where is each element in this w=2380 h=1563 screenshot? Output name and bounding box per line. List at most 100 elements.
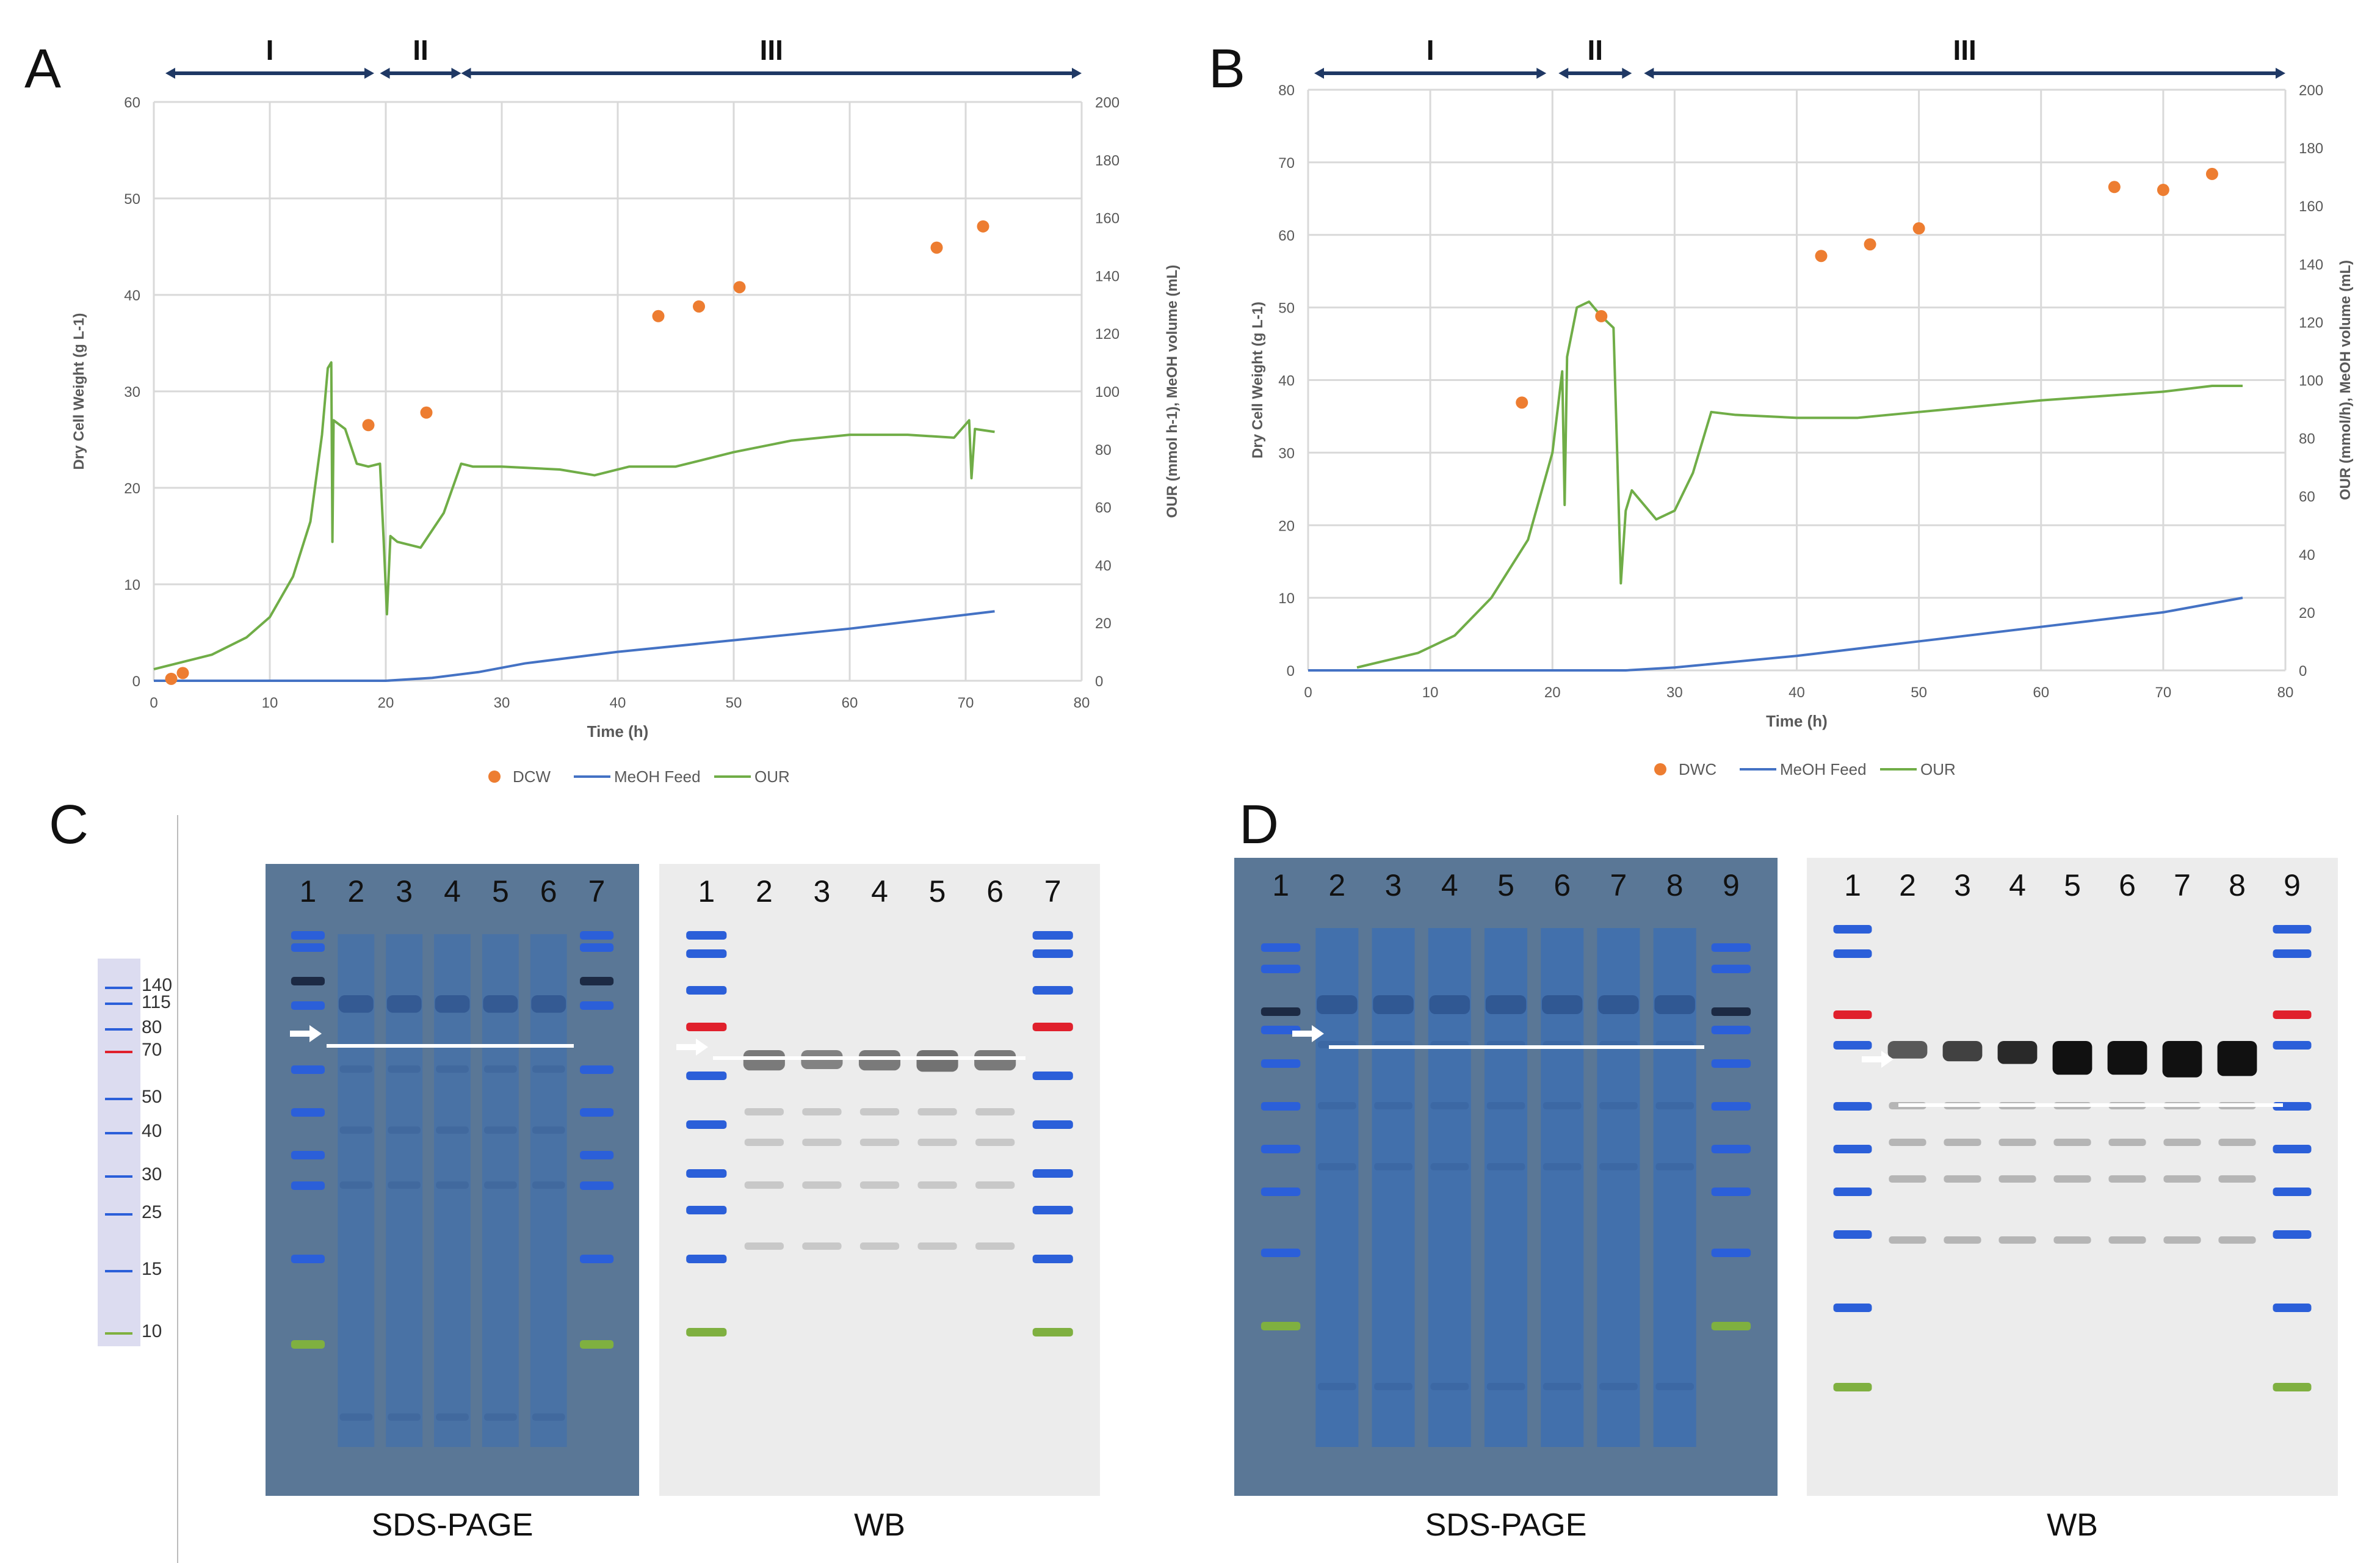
lane-number: 3	[1385, 868, 1402, 902]
background-band	[1655, 1383, 1695, 1390]
ladder-band	[291, 1181, 325, 1190]
x-tick-label: 40	[1789, 684, 1805, 701]
ladder-band	[1833, 1304, 1872, 1312]
background-band	[744, 1181, 784, 1189]
background-band	[1543, 1163, 1582, 1170]
background-band	[859, 1108, 900, 1115]
lane-smear	[1653, 928, 1696, 1447]
ladder-band	[686, 1072, 727, 1080]
lane-smear	[1597, 928, 1640, 1447]
target-band	[1485, 995, 1527, 1014]
ladder-band	[686, 1206, 727, 1214]
background-band	[1430, 1102, 1469, 1109]
y-left-tick-label: 50	[124, 191, 140, 208]
ladder-band	[1261, 1059, 1301, 1068]
x-tick-label: 0	[1304, 684, 1312, 701]
gel-c-sds-title: SDS-PAGE	[371, 1507, 534, 1543]
background-band	[532, 1126, 565, 1134]
y-left-tick-label: 20	[124, 481, 140, 497]
target-band	[974, 1050, 1016, 1071]
dcw-point	[176, 667, 189, 680]
mw-ladder-bands	[105, 987, 132, 1335]
series-our	[153, 361, 995, 670]
phase-label: III	[1953, 34, 1977, 66]
y-right-tick-label: 160	[2299, 198, 2323, 215]
phase-label: III	[760, 34, 783, 66]
background-band	[388, 1065, 421, 1073]
target-band	[916, 1050, 958, 1072]
mw-label: 10	[142, 1321, 162, 1341]
ladder-band	[2273, 1383, 2312, 1391]
y-left-tick-label: 30	[1278, 445, 1295, 462]
ladder-band	[579, 1340, 614, 1349]
target-arrow-head	[309, 1025, 322, 1042]
ladder-band	[686, 1328, 727, 1336]
target-arrow-head	[1312, 1025, 1324, 1042]
dcw-point	[2108, 181, 2121, 194]
y-right-tick-label: 140	[1095, 268, 1119, 285]
phase-arrow-head	[1622, 68, 1632, 79]
y-right-tick-label: 20	[1095, 615, 1112, 632]
x-tick-label: 60	[2033, 684, 2049, 701]
phase-arrow-head	[1536, 68, 1547, 79]
ladder-band	[2273, 1304, 2312, 1312]
x-tick-label: 30	[494, 695, 510, 711]
phase-label: II	[413, 34, 429, 66]
y-right-tick-label: 100	[1095, 384, 1119, 401]
y-right-tick-label: 200	[1095, 95, 1119, 111]
background-band	[802, 1139, 842, 1146]
ladder-band	[1261, 1145, 1301, 1153]
background-band	[532, 1181, 565, 1189]
lane-number: 5	[492, 874, 509, 908]
ladder-band	[291, 943, 325, 952]
ladder-band	[579, 931, 614, 940]
ladder-band	[1711, 1102, 1751, 1111]
phase-arrow-head	[380, 68, 390, 79]
ladder-band	[579, 1255, 614, 1263]
ladder-band	[291, 931, 325, 940]
mw-label: 50	[142, 1087, 162, 1107]
background-band	[2163, 1236, 2201, 1244]
ladder-band	[1032, 1072, 1073, 1080]
ladder-band	[1261, 1322, 1301, 1330]
background-band	[532, 1413, 565, 1421]
y-right-tick-label: 60	[1095, 500, 1112, 517]
background-band	[1944, 1175, 1981, 1183]
phase-label: II	[1588, 34, 1604, 66]
lane-number: 7	[1610, 868, 1627, 902]
ladder-band	[1711, 1249, 1751, 1257]
background-band	[2053, 1175, 2091, 1183]
y-left-axis-title: Dry Cell Weight (g L-1)	[71, 313, 87, 470]
lane-number: 9	[1723, 868, 1740, 902]
background-band	[388, 1126, 421, 1134]
panel-label-c: C	[49, 794, 89, 855]
target-band	[2052, 1041, 2092, 1075]
background-band	[1655, 1102, 1695, 1109]
y-left-tick-label: 0	[1287, 663, 1295, 680]
lane-number: 5	[2064, 868, 2081, 902]
background-band	[1430, 1383, 1469, 1390]
lane-number: 7	[588, 874, 606, 908]
lane-smear	[338, 934, 375, 1447]
ladder-band	[1032, 1328, 1073, 1336]
background-band	[2053, 1139, 2091, 1146]
y-right-tick-label: 180	[2299, 140, 2323, 157]
dcw-point	[420, 406, 433, 419]
legend-marker-dcw	[1654, 763, 1666, 775]
phase-arrow-head	[1072, 68, 1082, 79]
x-tick-label: 20	[1544, 684, 1561, 701]
ladder-band	[1032, 1255, 1073, 1263]
background-band	[484, 1126, 517, 1134]
legend-label-dcw: DCW	[513, 767, 551, 786]
background-band	[484, 1065, 517, 1073]
ladder-band	[291, 1151, 325, 1159]
lane-number: 4	[2009, 868, 2026, 902]
ladder-band	[1833, 1041, 1872, 1050]
background-band	[1374, 1163, 1412, 1170]
target-band	[1942, 1041, 1983, 1062]
background-band	[1889, 1236, 1926, 1244]
legend-label-dcw: DWC	[1679, 760, 1716, 778]
mw-label: 40	[142, 1121, 162, 1141]
lane-smear	[482, 934, 519, 1447]
chart-b: 0 10 20 30 40 50 60 70 80 0 10 20 30 40 50 60 70 80 0 20 40 6…	[1250, 34, 2354, 778]
